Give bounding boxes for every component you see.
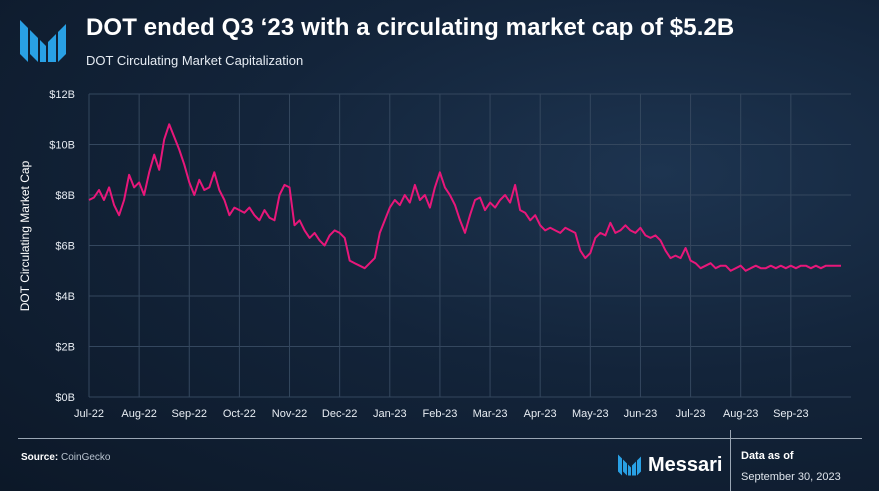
source-value: CoinGecko xyxy=(61,452,111,463)
messari-logo-icon xyxy=(20,20,66,62)
y-axis-ticks: $0B $2B $4B $6B $8B $10B $12B xyxy=(49,89,75,404)
x-tick-label: Feb-23 xyxy=(422,408,457,420)
y-tick-label: $2B xyxy=(55,342,75,354)
chart-subtitle: DOT Circulating Market Capitalization xyxy=(86,53,304,68)
source-label: Source: xyxy=(21,452,59,463)
footer-divider xyxy=(18,438,862,439)
x-tick-label: Mar-23 xyxy=(473,408,508,420)
x-tick-label: Oct-22 xyxy=(223,408,256,420)
y-tick-label: $10B xyxy=(49,140,75,152)
x-tick-label: Aug-22 xyxy=(121,408,156,420)
y-axis-label: DOT Circulating Market Cap xyxy=(18,160,32,311)
x-tick-label: Jun-23 xyxy=(624,408,658,420)
grid-lines xyxy=(88,93,851,398)
x-tick-label: Jul-23 xyxy=(676,408,706,420)
chart-title: DOT ended Q3 ‘23 with a circulating mark… xyxy=(86,14,735,41)
line-chart: $0B $2B $4B $6B $8B $10B $12B Jul-22 Aug-22 Sep-… xyxy=(18,89,851,420)
x-tick-label: Jan-23 xyxy=(373,408,407,420)
data-as-of-date: September 30, 2023 xyxy=(741,471,841,483)
x-tick-label: Sep-22 xyxy=(172,408,207,420)
messari-brand-icon xyxy=(618,454,641,476)
y-tick-label: $4B xyxy=(55,291,75,303)
x-tick-label: Jul-22 xyxy=(74,408,104,420)
y-tick-label: $0B xyxy=(55,392,75,404)
x-tick-label: Sep-23 xyxy=(773,408,808,420)
x-axis-ticks: Jul-22 Aug-22 Sep-22 Oct-22 Nov-22 Dec-22 Jan-… xyxy=(74,408,809,420)
x-tick-label: Apr-23 xyxy=(524,408,557,420)
brand: Messari xyxy=(618,452,723,478)
x-tick-label: Aug-23 xyxy=(723,408,758,420)
data-as-of-label: Data as of xyxy=(741,450,794,462)
x-tick-label: Nov-22 xyxy=(272,408,307,420)
source-note: Source: CoinGecko xyxy=(21,452,110,463)
x-tick-label: May-23 xyxy=(572,408,609,420)
footer-vertical-divider xyxy=(730,430,731,491)
series-group xyxy=(88,123,841,272)
y-tick-label: $8B xyxy=(55,190,75,202)
brand-name: Messari xyxy=(648,453,723,476)
y-tick-label: $12B xyxy=(49,89,75,101)
y-tick-label: $6B xyxy=(55,241,75,253)
series-line xyxy=(88,123,841,272)
x-tick-label: Dec-22 xyxy=(322,408,357,420)
